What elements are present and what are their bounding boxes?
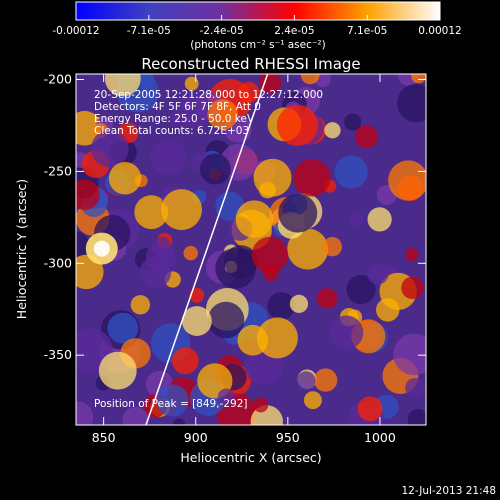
heatmap-blob xyxy=(407,409,426,425)
heatmap-blob xyxy=(189,287,205,303)
heatmap-blob xyxy=(155,236,170,251)
heatmap-blob xyxy=(224,245,258,279)
x-tick-label: 950 xyxy=(276,430,300,445)
annotation-clean-counts: Clean Total counts: 6.72E+03 xyxy=(94,125,249,137)
heatmap-blob xyxy=(235,200,274,238)
heatmap-blob xyxy=(367,207,392,232)
heatmap-blob xyxy=(139,256,172,289)
heatmap-blob xyxy=(329,315,364,350)
y-tick-label: -300 xyxy=(44,255,72,270)
colorbar-unit-label: (photons cm⁻² s⁻¹ asec⁻²) xyxy=(190,39,325,51)
x-tick-label: 900 xyxy=(184,430,208,445)
y-tick-label: -200 xyxy=(44,72,72,87)
colorbar-tick-label: 2.4e-05 xyxy=(274,25,314,37)
plot-frame xyxy=(75,73,427,426)
heatmap-blob xyxy=(156,384,189,417)
heatmap-blob xyxy=(267,292,296,320)
heatmap-blob xyxy=(313,368,338,392)
heatmap-blob xyxy=(172,418,186,425)
heatmap-blob xyxy=(181,306,212,336)
heatmap-features xyxy=(76,74,426,425)
heatmap-blob xyxy=(170,109,187,126)
heatmap-blob xyxy=(376,298,400,322)
heatmap-blob xyxy=(393,333,426,376)
heatmap-blob xyxy=(344,113,362,131)
heatmap-blob xyxy=(108,161,142,195)
heatmap-blob xyxy=(76,231,90,259)
heatmap-blob xyxy=(161,189,203,231)
colorbar-ticks: -0.00012 -7.1e-05 -2.4e-05 2.4e-05 7.1e-05 0.… xyxy=(52,15,462,37)
heatmap-blob xyxy=(76,179,100,211)
heatmap-blob xyxy=(316,288,338,309)
heatmap-blob xyxy=(287,228,329,270)
heatmap-blob xyxy=(278,193,318,233)
annotation-energy-range: Energy Range: 25.0 - 50.0 keV xyxy=(94,113,255,125)
heatmap-blob xyxy=(289,294,309,313)
x-tick-label: 1000 xyxy=(364,430,396,445)
heatmap-blob xyxy=(397,83,426,123)
colorbar-tick-label: -7.1e-05 xyxy=(127,25,171,37)
heatmap-blob xyxy=(98,351,137,390)
colorbar-tick-label: 7.1e-05 xyxy=(347,25,387,37)
heatmap-blob xyxy=(199,153,231,185)
heatmap-blob xyxy=(183,245,199,261)
heatmap-blob xyxy=(76,401,94,425)
heatmap-peak-core xyxy=(93,240,110,257)
y-tick-label: -350 xyxy=(44,347,72,362)
heatmap-blob xyxy=(207,301,245,339)
annotation-peak-position: Position of Peak = [849,-292] xyxy=(94,398,248,410)
heatmap-blob xyxy=(107,312,139,344)
heatmap-blob xyxy=(388,160,426,201)
footer-timestamp: 12-Jul-2013 21:48 xyxy=(401,485,496,497)
y-tick-label: -250 xyxy=(44,163,72,178)
heatmap-blob xyxy=(134,195,169,230)
heatmap-blob xyxy=(251,236,289,274)
heatmap-blob xyxy=(171,347,199,375)
heatmap-blob xyxy=(91,129,129,168)
heatmap-blob xyxy=(217,388,236,406)
solar-limb-line xyxy=(145,74,269,425)
heatmap-blob xyxy=(367,263,389,285)
heatmap-blob xyxy=(405,248,419,262)
heatmap-blob xyxy=(405,377,425,398)
chart-title: Reconstructed RHESSI Image xyxy=(141,55,360,73)
heatmap-image xyxy=(76,74,426,425)
x-tick-label: 850 xyxy=(92,430,116,445)
heatmap-blob xyxy=(150,139,187,175)
y-axis-label: Heliocentric Y (arcsec) xyxy=(14,179,29,319)
heatmap-blob xyxy=(130,295,151,315)
heatmap-blob xyxy=(303,391,322,410)
colorbar-tick-label: -2.4e-05 xyxy=(200,25,244,37)
annotation-detectors: Detectors: 4F 5F 6F 7F 8F, Att 0 xyxy=(94,101,261,113)
heatmap-blob xyxy=(104,74,141,97)
heatmap-blob xyxy=(253,158,292,197)
heatmap-blob xyxy=(355,125,379,149)
heatmap-blob xyxy=(357,396,383,422)
heatmap-blob xyxy=(411,74,426,84)
heatmap-blob xyxy=(296,371,316,391)
heatmap-blob xyxy=(401,276,424,300)
axes: 850 900 950 1000 -200 -250 -300 -350 xyxy=(44,72,426,445)
heatmap-blob xyxy=(177,93,212,128)
colorbar xyxy=(75,1,441,21)
heatmap-blob xyxy=(256,317,298,359)
heatmap-blob xyxy=(258,74,282,94)
heatmap-blob xyxy=(322,237,343,257)
x-axis-label: Heliocentric X (arcsec) xyxy=(180,450,321,465)
annotation-time-range: 20-Sep-2005 12:21:28.000 to 12:27:12.000 xyxy=(94,89,323,101)
heatmap-blob xyxy=(346,274,376,305)
heatmap-blob xyxy=(300,74,320,85)
heatmap-blob xyxy=(122,406,149,425)
heatmap-blob xyxy=(253,397,269,413)
heatmap-blob xyxy=(184,76,199,91)
heatmap-blob xyxy=(324,122,341,139)
colorbar-tick-label: 0.00012 xyxy=(418,25,461,37)
heatmap-blob xyxy=(349,211,365,227)
heatmap-blob xyxy=(207,99,238,130)
heatmap-blob xyxy=(276,104,318,146)
heatmap-blob xyxy=(293,159,331,197)
heatmap-blob xyxy=(334,155,368,189)
colorbar-tick-label: -0.00012 xyxy=(52,25,99,37)
